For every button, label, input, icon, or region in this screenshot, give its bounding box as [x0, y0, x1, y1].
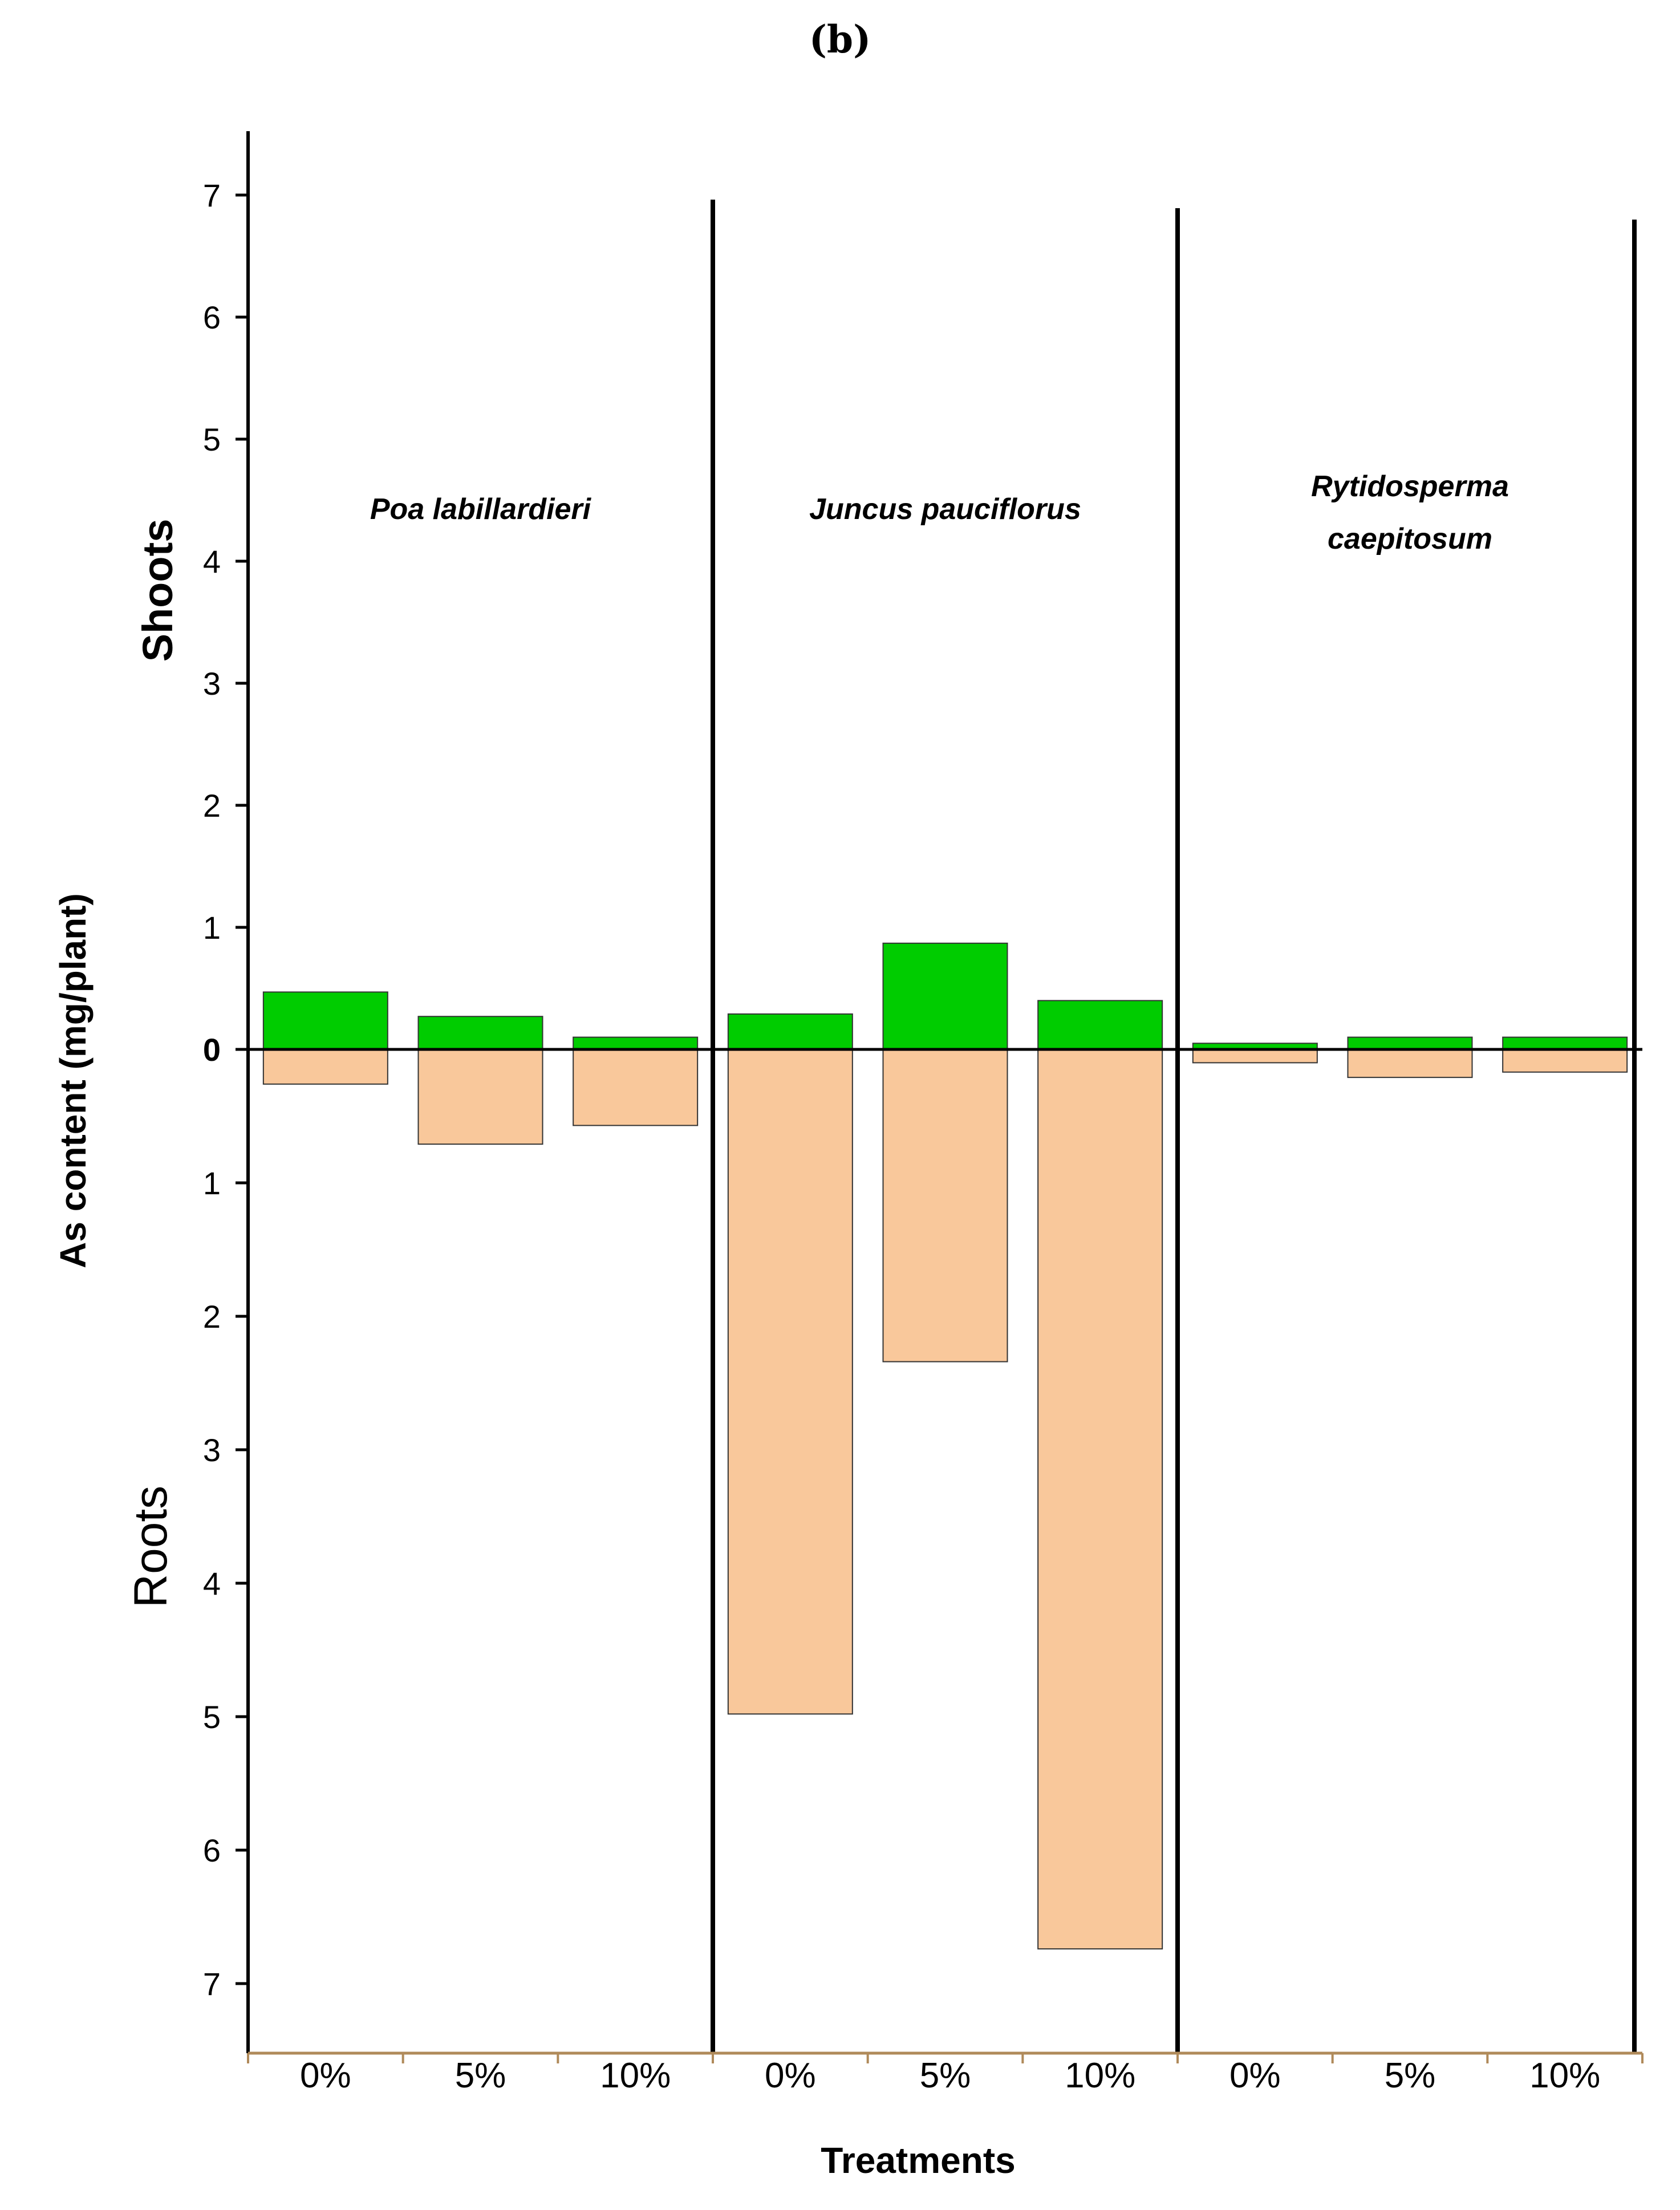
y-tick-label: 0: [203, 1032, 221, 1068]
shoots-region-label: Shoots: [134, 519, 181, 662]
x-tick-label: 0%: [300, 2056, 351, 2095]
y-tick-label: 1: [203, 910, 221, 946]
y-axis: 0 1 2 3 4 5 6 7 1 2 3 4 5 6 7: [203, 131, 250, 2053]
root-bar: [1037, 1049, 1163, 1950]
y-tick-label: 4: [203, 1566, 221, 1601]
y-tick-label: 1: [203, 1165, 221, 1201]
root-bar: [573, 1049, 699, 1126]
x-tick-label: 0%: [1229, 2056, 1281, 2095]
root-bar: [262, 1049, 388, 1085]
y-tick-label: 7: [203, 1966, 221, 2002]
y-tick-label: 5: [203, 1699, 221, 1735]
x-tick-label: 5%: [1385, 2056, 1436, 2095]
x-tick-label: 0%: [765, 2056, 816, 2095]
y-axis-title: As content (mg/plant): [52, 893, 94, 1268]
y-tick-label: 6: [203, 1832, 221, 1868]
roots-region-label: Roots: [125, 1486, 177, 1608]
shoot-bar: [727, 1013, 853, 1050]
shoot-bars: [262, 942, 1628, 1051]
x-tick-label: 10%: [600, 2056, 671, 2095]
y-tick-label: 2: [203, 788, 221, 824]
y-tick-label: 3: [203, 1432, 221, 1468]
x-tick-label: 10%: [1529, 2056, 1600, 2095]
root-bar: [727, 1049, 853, 1715]
shoot-bar: [882, 942, 1008, 1050]
shoot-bar: [1037, 1000, 1163, 1051]
x-tick-label: 10%: [1065, 2056, 1135, 2095]
shoot-bar: [262, 991, 388, 1051]
x-tick-label: 5%: [455, 2056, 506, 2095]
x-tick-label: 5%: [920, 2056, 971, 2095]
x-axis-title: Treatments: [821, 2140, 1015, 2181]
y-tick-label: 7: [203, 177, 221, 213]
root-bar: [1347, 1049, 1473, 1078]
y-tick-label: 4: [203, 544, 221, 579]
group-dividers: [248, 200, 1642, 2053]
y-tick-label: 3: [203, 666, 221, 701]
shoot-bar: [1502, 1036, 1628, 1050]
root-bars: [262, 1049, 1628, 1950]
x-axis: 0% 5% 10% 0% 5% 10% 0% 5% 10%: [247, 2051, 1644, 2095]
root-bar: [417, 1049, 543, 1145]
shoot-bar: [417, 1016, 543, 1050]
panel-label: (b): [809, 17, 871, 62]
root-bar: [1192, 1049, 1318, 1064]
root-bar: [882, 1049, 1008, 1363]
y-tick-label: 5: [203, 421, 221, 457]
y-tick-label: 6: [203, 299, 221, 335]
species-label: caepitosum: [1328, 522, 1492, 555]
species-label: Rytidosperma: [1311, 470, 1509, 503]
species-label: Juncus pauciflorus: [809, 493, 1081, 526]
shoot-bar: [573, 1036, 699, 1050]
species-label: Poa labillardieri: [370, 493, 592, 526]
shoot-bar: [1347, 1036, 1473, 1050]
root-bar: [1502, 1049, 1628, 1073]
species-labels: Poa labillardieri Juncus pauciflorus Rytid…: [370, 470, 1509, 555]
y-tick-label: 2: [203, 1299, 221, 1335]
